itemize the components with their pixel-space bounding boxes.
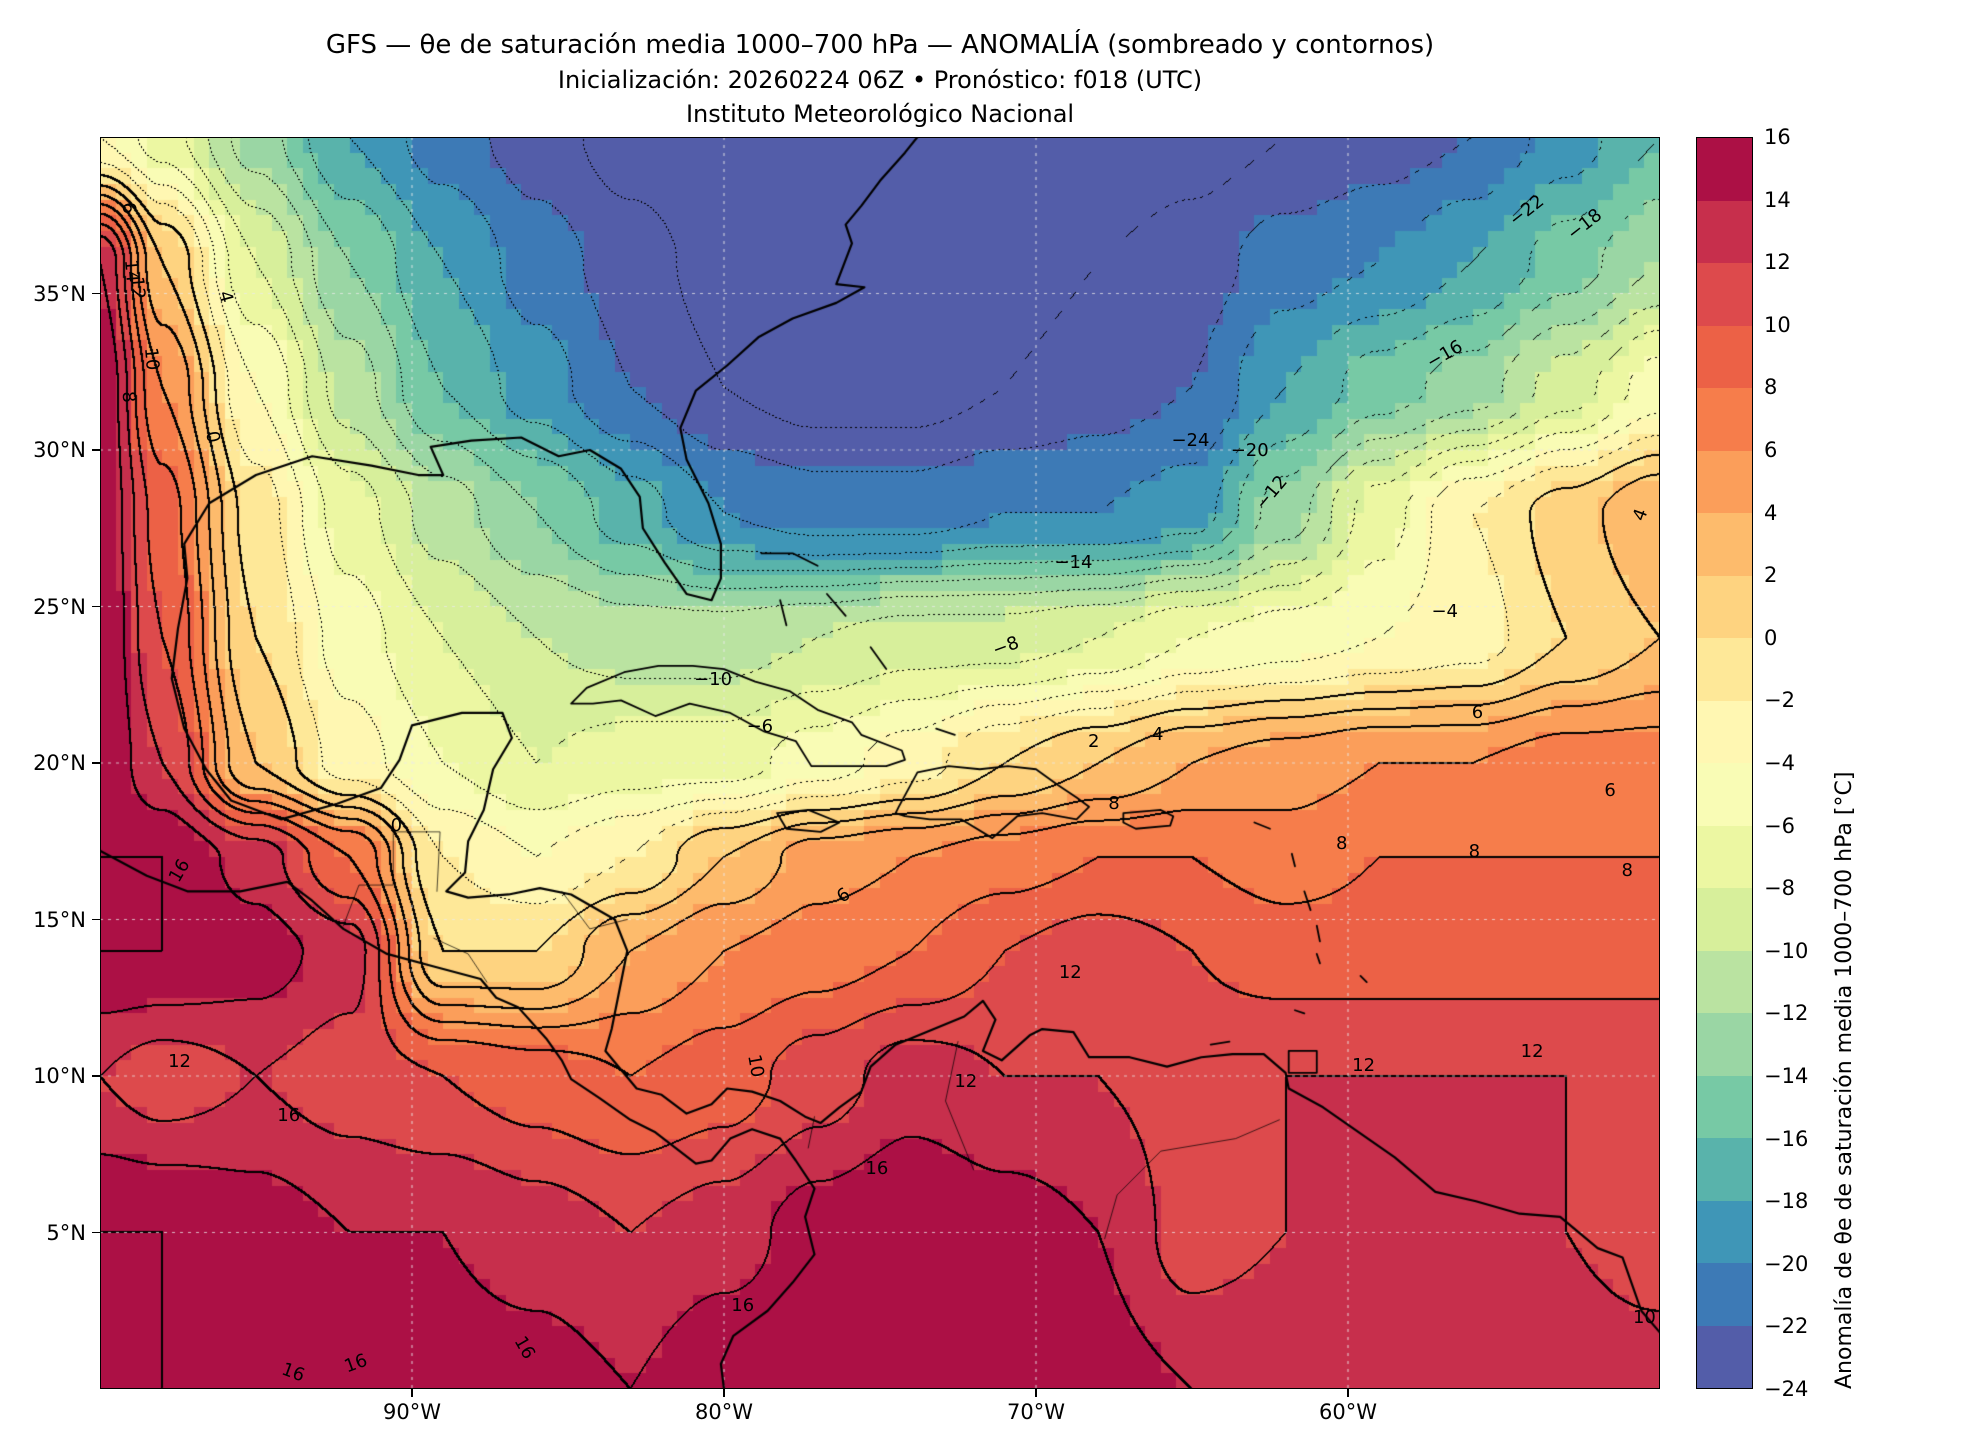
y-tick-label: 30°N (33, 438, 86, 462)
y-tick-mark (92, 1075, 100, 1077)
colorbar-tick-label: −14 (1764, 1064, 1809, 1088)
chart-subtitle: Inicialización: 20260224 06Z • Pronóstic… (557, 66, 1203, 94)
colorbar-band (1697, 513, 1752, 576)
colorbar-band (1697, 825, 1752, 888)
y-tick-label: 20°N (33, 751, 86, 775)
colorbar-band (1697, 263, 1752, 326)
colorbar-band (1697, 1075, 1752, 1138)
colorbar-tick-label: 2 (1764, 563, 1778, 588)
y-tick-label: 5°N (46, 1220, 86, 1245)
anomaly-map-canvas (100, 137, 1660, 1389)
colorbar (1696, 137, 1753, 1389)
colorbar-band (1697, 388, 1752, 451)
colorbar-tick-label: 10 (1764, 312, 1791, 337)
colorbar-band (1697, 1200, 1752, 1263)
map-plot-area: −22 −18 −16 −24 −20 −12 −14 −8 −10 −6 2 4 6 −4 4 6 0 0 4 6 8… (100, 137, 1660, 1389)
y-tick-mark (92, 762, 100, 764)
colorbar-tick-label: 4 (1764, 500, 1778, 525)
colorbar-tick-label: 14 (1764, 187, 1791, 212)
x-tick-mark (411, 1389, 413, 1397)
colorbar-band (1697, 763, 1752, 826)
y-tick-mark (92, 1231, 100, 1234)
y-tick-mark (92, 292, 100, 295)
y-tick-mark (92, 449, 100, 451)
colorbar-tick-label: −16 (1764, 1126, 1809, 1151)
y-tick-mark (92, 918, 100, 921)
x-tick-mark (1347, 1389, 1349, 1397)
colorbar-axis-label: Anomalía de θe de saturación media 1000–… (1832, 771, 1857, 1389)
colorbar-tick-label: −8 (1764, 876, 1795, 901)
y-tick-label: 10°N (33, 1064, 86, 1088)
x-tick-label: 60°W (1319, 1400, 1377, 1424)
colorbar-band (1697, 325, 1752, 388)
colorbar-band (1697, 1263, 1752, 1326)
colorbar-tick-label: 0 (1764, 625, 1778, 650)
colorbar-band (1697, 575, 1752, 638)
colorbar-band (1697, 1325, 1752, 1388)
colorbar-tick-label: −22 (1764, 1314, 1809, 1339)
chart-title: GFS — θe de saturación media 1000–700 hP… (325, 30, 1435, 60)
colorbar-tick-label: 12 (1764, 250, 1791, 275)
colorbar-tick-label: −10 (1764, 938, 1809, 963)
colorbar-band (1697, 450, 1752, 513)
colorbar-tick-label: 8 (1764, 375, 1778, 400)
y-tick-label: 35°N (33, 281, 86, 306)
x-tick-label: 90°W (383, 1400, 441, 1424)
colorbar-band (1697, 138, 1752, 201)
chart-institution: Instituto Meteorológico Nacional (685, 100, 1075, 128)
y-tick-label: 15°N (33, 907, 86, 932)
colorbar-band (1697, 700, 1752, 763)
y-tick-label: 25°N (33, 594, 86, 619)
colorbar-tick-label: −20 (1764, 1251, 1809, 1276)
x-tick-label: 70°W (1007, 1400, 1065, 1424)
colorbar-tick-label: −6 (1764, 813, 1795, 838)
colorbar-tick-label: 16 (1764, 125, 1791, 149)
colorbar-band (1697, 950, 1752, 1013)
x-tick-label: 80°W (695, 1400, 753, 1424)
colorbar-band (1697, 1138, 1752, 1201)
colorbar-band (1697, 638, 1752, 701)
colorbar-tick-label: −24 (1764, 1377, 1809, 1401)
colorbar-band (1697, 1013, 1752, 1076)
y-tick-mark (92, 605, 100, 608)
x-tick-mark (1035, 1389, 1037, 1397)
x-tick-mark (723, 1389, 725, 1397)
colorbar-band (1697, 200, 1752, 263)
colorbar-tick-label: −18 (1764, 1189, 1809, 1214)
colorbar-tick-label: −4 (1764, 751, 1795, 775)
colorbar-tick-label: −2 (1764, 688, 1795, 713)
colorbar-tick-label: −12 (1764, 1001, 1809, 1026)
colorbar-tick-label: 6 (1764, 438, 1778, 462)
colorbar-band (1697, 888, 1752, 951)
